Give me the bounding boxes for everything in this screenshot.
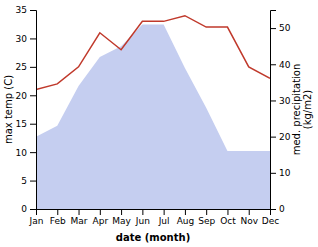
x-axis-title: date (month) bbox=[116, 232, 190, 243]
tick: 15 bbox=[16, 119, 36, 129]
tick-mark bbox=[270, 64, 276, 65]
tick-mark bbox=[30, 67, 36, 68]
tick-label: 10 bbox=[16, 148, 28, 158]
tick-mark bbox=[30, 10, 36, 11]
tick-label: 10 bbox=[279, 168, 291, 178]
chart: JanFebMarAprMayJunJulAugSepOctNovDec0510… bbox=[0, 0, 318, 247]
plot: JanFebMarAprMayJunJulAugSepOctNovDec0510… bbox=[3, 5, 313, 243]
tick-label: Jun bbox=[135, 216, 150, 226]
tick-label: 0 bbox=[279, 204, 285, 214]
tick: 10 bbox=[16, 148, 36, 158]
tick-mark bbox=[79, 209, 80, 215]
line bbox=[36, 16, 270, 90]
tick-mark bbox=[142, 209, 143, 215]
tick-label: 30 bbox=[279, 96, 291, 106]
tick: 20 bbox=[270, 132, 291, 142]
tick-label: 50 bbox=[279, 23, 291, 33]
tick: May bbox=[112, 209, 131, 226]
tick-label: Jan bbox=[29, 216, 44, 226]
tick: 20 bbox=[16, 91, 36, 101]
tick: 30 bbox=[270, 96, 291, 106]
tick-mark bbox=[57, 209, 58, 215]
tick-label: Oct bbox=[220, 216, 236, 226]
y2-axis-title-line: med. precipitation bbox=[291, 64, 302, 156]
tick-mark bbox=[270, 209, 276, 210]
tick-label: Aug bbox=[177, 216, 195, 226]
tick-mark bbox=[30, 181, 36, 182]
tick-mark bbox=[270, 173, 276, 174]
tick-label: Dec bbox=[262, 216, 279, 226]
axis-line bbox=[30, 11, 37, 210]
tick-mark bbox=[164, 209, 165, 215]
y2-axis-title-line: (kg/m2) bbox=[302, 90, 313, 130]
tick: 35 bbox=[16, 5, 36, 15]
tick: Dec bbox=[262, 209, 279, 226]
tick-label: Nov bbox=[240, 216, 258, 226]
axis-line bbox=[37, 210, 271, 216]
tick-mark bbox=[206, 209, 207, 215]
tick-label: 40 bbox=[279, 60, 291, 70]
area bbox=[36, 24, 270, 209]
tick-mark bbox=[30, 209, 36, 210]
tick-label: 20 bbox=[16, 91, 28, 101]
tick-mark bbox=[30, 38, 36, 39]
tick-mark bbox=[30, 124, 36, 125]
tick-mark bbox=[30, 152, 36, 153]
tick: Mar bbox=[71, 209, 88, 226]
x-axis: Jan Feb Mar AprMay Jun Jul AugSep Oct Nov Dec bbox=[29, 209, 280, 226]
tick-label: 0 bbox=[21, 204, 27, 214]
tick-label: 25 bbox=[16, 62, 27, 72]
tick: Feb bbox=[50, 209, 66, 226]
tick: Sep bbox=[198, 209, 215, 226]
tick: 0 bbox=[21, 204, 36, 214]
tick-mark bbox=[270, 28, 276, 29]
tick-label: 20 bbox=[279, 132, 291, 142]
y-axis-title: max temp (C) bbox=[3, 75, 14, 144]
tick-label: Mar bbox=[71, 216, 88, 226]
tick: Oct bbox=[220, 209, 236, 226]
y2-axis-title: med. precipitation(kg/m2) bbox=[291, 64, 313, 156]
tick: 5 bbox=[21, 176, 36, 186]
tick: Aug bbox=[177, 209, 195, 226]
tick-mark bbox=[249, 209, 250, 215]
tick-label: May bbox=[112, 216, 131, 226]
tick: Nov bbox=[240, 209, 258, 226]
tick-mark bbox=[121, 209, 122, 215]
tick-mark bbox=[270, 137, 276, 138]
tick-label: Sep bbox=[198, 216, 215, 226]
tick-label: 30 bbox=[16, 34, 28, 44]
tick: 10 bbox=[270, 168, 291, 178]
tick: 0 bbox=[270, 204, 285, 214]
tick-label: 5 bbox=[21, 176, 27, 186]
tick-mark bbox=[270, 100, 276, 101]
tick: Jun bbox=[135, 209, 150, 226]
y2-axis: 0 10 20 30 40 50 bbox=[270, 11, 291, 215]
tick-label: Jul bbox=[158, 216, 170, 226]
tick: 25 bbox=[16, 62, 36, 72]
tick-label: 35 bbox=[16, 5, 27, 15]
tick: Jan bbox=[29, 209, 44, 226]
tick-mark bbox=[227, 209, 228, 215]
tick: 50 bbox=[270, 23, 291, 33]
tick-mark bbox=[30, 95, 36, 96]
tick-label: Feb bbox=[50, 216, 66, 226]
y-axis: 0 5 10 15 20 25 30 35 bbox=[16, 5, 37, 214]
axis-line bbox=[271, 11, 277, 210]
tick-mark bbox=[185, 209, 186, 215]
tick-label: 15 bbox=[16, 119, 27, 129]
tick: Apr bbox=[93, 209, 109, 226]
tick: Jul bbox=[158, 209, 170, 226]
tick-mark bbox=[100, 209, 101, 215]
tick: 40 bbox=[270, 60, 291, 70]
tick-label: Apr bbox=[93, 216, 109, 226]
marks bbox=[36, 16, 270, 209]
tick: 30 bbox=[16, 34, 36, 44]
